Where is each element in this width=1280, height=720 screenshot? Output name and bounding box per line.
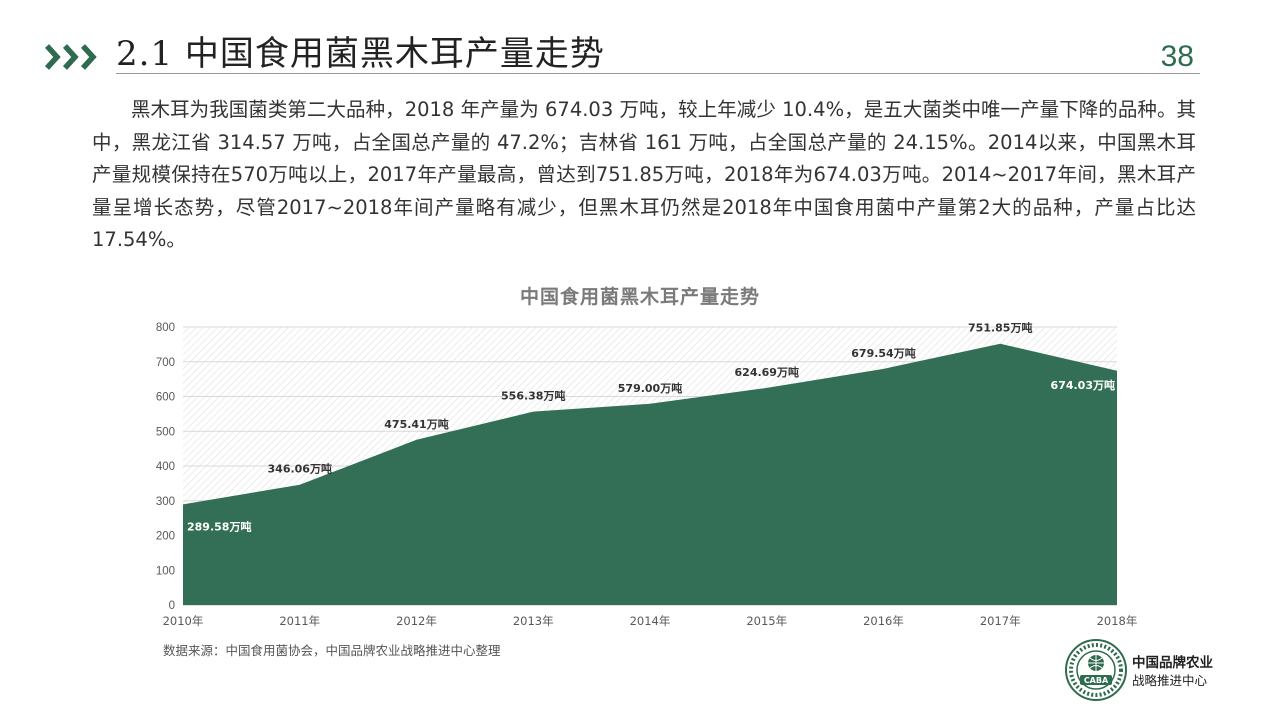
body-paragraph: 黑木耳为我国菌类第二大品种，2018 年产量为 674.03 万吨，较上年减少 … [92,98,1196,251]
x-tick-label: 2012年 [396,614,437,628]
x-tick-label: 2015年 [746,614,787,628]
data-label: 346.06万吨 [268,462,332,476]
page-number: 38 [1160,40,1194,73]
y-tick-label: 300 [156,496,175,508]
x-tick-label: 2018年 [1097,614,1138,628]
area-series [183,343,1117,605]
chevron-arrows-icon [44,44,97,70]
x-tick-label: 2016年 [863,614,904,628]
data-label: 674.03万吨 [1051,378,1115,392]
data-label: 475.41万吨 [384,417,448,431]
x-axis: 2010年 2011年 2012年 2013年 2014年 2015年 2016年 2017年… [163,604,1138,628]
y-axis: 0 100 200 300 400 500 600 700 800 [156,322,175,612]
y-tick-label: 200 [156,531,175,543]
svg-text:CABA: CABA [1084,676,1109,685]
x-tick-label: 2010年 [163,614,204,628]
y-tick-label: 400 [156,461,175,473]
x-tick-label: 2014年 [630,614,671,628]
org-name: 中国品牌农业 [1132,655,1213,671]
x-tick-label: 2017年 [980,614,1021,628]
y-tick-label: 800 [156,322,175,334]
x-tick-label: 2011年 [279,614,320,628]
y-tick-label: 500 [156,426,175,438]
x-tick-label: 2013年 [513,614,554,628]
data-label: 556.38万吨 [501,389,565,403]
y-tick-label: 100 [156,565,175,577]
y-tick-label: 700 [156,357,175,369]
data-label: 751.85万吨 [968,321,1032,335]
y-tick-label: 0 [169,600,175,612]
data-label: 289.58万吨 [187,519,251,533]
data-label: 579.00万吨 [618,381,682,395]
caba-logo: CABA [1065,639,1127,701]
title-divider [116,73,1200,74]
page-title: 2.1 中国食用菌黑木耳产量走势 [116,34,605,74]
org-subtitle: 战略推进中心 [1132,673,1208,688]
data-label: 624.69万吨 [735,365,799,379]
data-labels: 289.58万吨 346.06万吨 475.41万吨 556.38万吨 579.00万吨… [187,321,1115,534]
data-source-note: 数据来源：中国食用菌协会，中国品牌农业战略推进中心整理 [163,643,501,658]
chart-title: 中国食用菌黑木耳产量走势 [519,286,760,308]
data-label: 679.54万吨 [851,346,915,360]
y-tick-label: 600 [156,392,175,404]
